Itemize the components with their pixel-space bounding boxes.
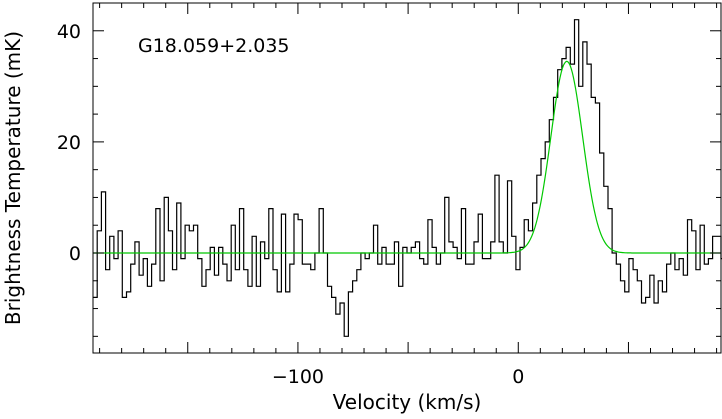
series-layer (93, 19, 722, 337)
y-tick-label: 40 (57, 21, 81, 43)
frame-layer (92, 2, 722, 354)
x-axis-label: Velocity (km/s) (333, 390, 482, 414)
x-tick-label: 0 (512, 366, 524, 388)
x-tick-label: −100 (272, 366, 324, 388)
y-axis-label: Brightness Temperature (mK) (1, 31, 25, 325)
plot-frame (92, 2, 722, 354)
y-tick-label: 0 (69, 243, 81, 265)
source-annotation: G18.059+2.035 (138, 35, 290, 57)
gaussian-fit-line (93, 60, 721, 254)
spectrum-step-line (93, 19, 722, 337)
tick-layer: −100 0 0 20 40 (57, 2, 721, 388)
y-tick-label: 20 (57, 132, 81, 154)
